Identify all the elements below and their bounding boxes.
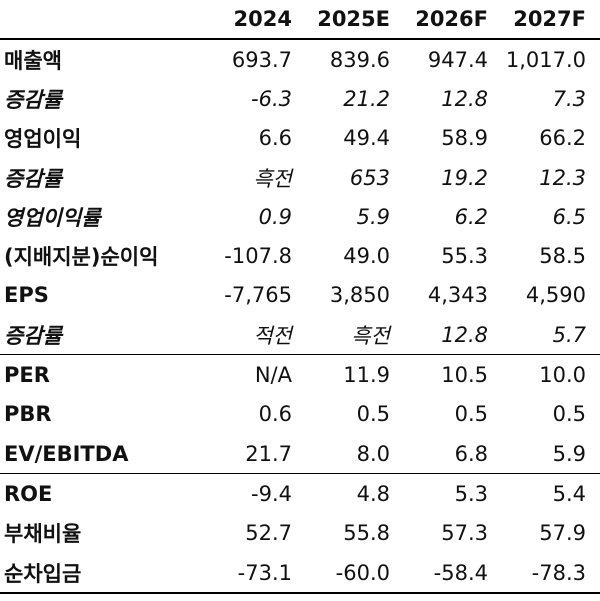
- value-cell: 5.3: [454, 481, 488, 506]
- value-cell: 1,017.0: [505, 47, 586, 72]
- value-cell: 4,343: [427, 283, 488, 308]
- value-cell: 66.2: [539, 126, 586, 151]
- value-cell: 21.7: [245, 441, 292, 466]
- row-label: PBR: [4, 402, 52, 427]
- value-cell: 6.5: [552, 204, 586, 229]
- table-row: 순차입금 -73.1 -60.0 -58.4 -78.3: [0, 553, 600, 593]
- value-cell: 4.8: [356, 481, 390, 506]
- row-label: (지배지분)순이익: [4, 245, 159, 270]
- table-header: 2024 2025E 2026F 2027F: [0, 0, 600, 39]
- value-cell: 49.0: [343, 244, 390, 269]
- value-cell: 49.4: [343, 126, 390, 151]
- value-cell: -78.3: [531, 560, 586, 585]
- year-header: 2024: [233, 7, 292, 31]
- row-label: 증감률: [4, 323, 62, 348]
- value-cell: -9.4: [251, 481, 292, 506]
- year-header: 2025E: [317, 7, 390, 31]
- header-row: 2024 2025E 2026F 2027F: [0, 0, 600, 39]
- table-section: ROE -9.4 4.8 5.3 5.4 부채비율 52.7 55.8 57.3 57.9 순차입금…: [0, 474, 600, 594]
- table-row: PER N/A 11.9 10.5 10.0: [0, 355, 600, 395]
- value-cell: 흑전: [351, 323, 390, 348]
- value-cell: -58.4: [433, 560, 488, 585]
- value-cell: N/A: [254, 363, 292, 388]
- value-cell: 58.9: [441, 126, 488, 151]
- value-cell: -107.8: [224, 244, 292, 269]
- table-section: PER N/A 11.9 10.5 10.0 PBR 0.6 0.5 0.5 0.5 EV/EBIT…: [0, 355, 600, 474]
- value-cell: -6.3: [251, 86, 292, 111]
- value-cell: 7.3: [552, 86, 586, 111]
- row-label: EV/EBITDA: [4, 441, 129, 466]
- value-cell: -60.0: [335, 560, 390, 585]
- value-cell: 6.8: [454, 441, 488, 466]
- value-cell: 흑전: [253, 166, 292, 191]
- table-row: (지배지분)순이익 -107.8 49.0 55.3 58.5: [0, 236, 600, 275]
- value-cell: 12.8: [441, 86, 488, 111]
- table-row: 매출액 693.7 839.6 947.4 1,017.0: [0, 39, 600, 79]
- row-label: 순차입금: [4, 561, 82, 586]
- value-cell: 8.0: [356, 441, 390, 466]
- value-cell: 10.0: [539, 363, 586, 388]
- table-row: PBR 0.6 0.5 0.5 0.5: [0, 395, 600, 434]
- table-row: 영업이익률 0.9 5.9 6.2 6.5: [0, 197, 600, 236]
- value-cell: 52.7: [245, 521, 292, 546]
- value-cell: 55.3: [441, 244, 488, 269]
- value-cell: 5.7: [552, 322, 586, 347]
- table-row: EV/EBITDA 21.7 8.0 6.8 5.9: [0, 434, 600, 474]
- value-cell: 653: [349, 165, 390, 190]
- table-row: 증감률 흑전 653 19.2 12.3: [0, 158, 600, 197]
- value-cell: 12.8: [441, 322, 488, 347]
- value-cell: -73.1: [237, 560, 292, 585]
- value-cell: 0.5: [356, 402, 390, 427]
- table-row: 부채비율 52.7 55.8 57.3 57.9: [0, 514, 600, 553]
- value-cell: -7,765: [224, 283, 292, 308]
- value-cell: 21.2: [343, 86, 390, 111]
- value-cell: 5.9: [356, 204, 390, 229]
- value-cell: 55.8: [343, 521, 390, 546]
- value-cell: 58.5: [539, 244, 586, 269]
- value-cell: 12.3: [539, 165, 586, 190]
- row-label: 증감률: [4, 87, 62, 112]
- row-label: EPS: [4, 283, 49, 308]
- table-row: ROE -9.4 4.8 5.3 5.4: [0, 474, 600, 514]
- value-cell: 0.5: [454, 402, 488, 427]
- value-cell: 4,590: [525, 283, 586, 308]
- value-cell: 0.9: [258, 204, 292, 229]
- year-header: 2026F: [415, 7, 488, 31]
- value-cell: 0.6: [258, 402, 292, 427]
- table-row: 증감률 적전 흑전 12.8 5.7: [0, 315, 600, 355]
- value-cell: 6.6: [258, 126, 292, 151]
- value-cell: 11.9: [343, 363, 390, 388]
- value-cell: 적전: [253, 323, 292, 348]
- value-cell: 0.5: [552, 402, 586, 427]
- value-cell: 3,850: [329, 283, 390, 308]
- row-label: 증감률: [4, 166, 62, 191]
- table-section: 매출액 693.7 839.6 947.4 1,017.0 증감률 -6.3 21.2 12.8…: [0, 39, 600, 355]
- value-cell: 10.5: [441, 363, 488, 388]
- value-cell: 57.9: [539, 521, 586, 546]
- value-cell: 6.2: [454, 204, 488, 229]
- value-cell: 947.4: [427, 47, 488, 72]
- row-label: 영업이익: [4, 127, 82, 152]
- value-cell: 5.4: [552, 481, 586, 506]
- table-row: 영업이익 6.6 49.4 58.9 66.2: [0, 119, 600, 158]
- value-cell: 5.9: [552, 441, 586, 466]
- table-row: 증감률 -6.3 21.2 12.8 7.3: [0, 79, 600, 118]
- header-empty-cell: [0, 0, 208, 39]
- row-label: PER: [4, 363, 50, 388]
- row-label: 영업이익률: [4, 205, 101, 230]
- year-header: 2027F: [513, 7, 586, 31]
- value-cell: 57.3: [441, 521, 488, 546]
- value-cell: 693.7: [231, 47, 292, 72]
- row-label: 매출액: [4, 48, 62, 73]
- value-cell: 839.6: [329, 47, 390, 72]
- table-row: EPS -7,765 3,850 4,343 4,590: [0, 276, 600, 315]
- row-label: ROE: [4, 481, 53, 506]
- value-cell: 19.2: [441, 165, 488, 190]
- row-label: 부채비율: [4, 522, 82, 547]
